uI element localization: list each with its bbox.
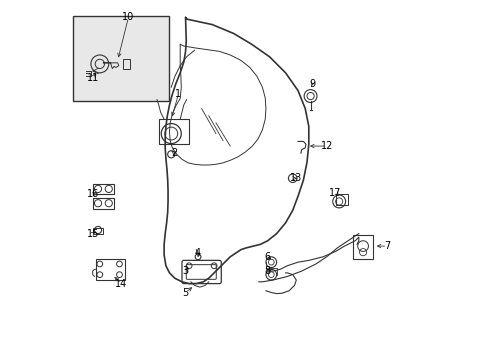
Text: 7: 7 xyxy=(384,241,390,251)
Text: 17: 17 xyxy=(329,188,341,198)
Text: 4: 4 xyxy=(195,248,201,258)
Bar xyxy=(123,59,130,69)
Text: 9: 9 xyxy=(309,78,315,89)
Text: 13: 13 xyxy=(289,173,302,183)
Text: 5: 5 xyxy=(182,288,188,297)
Text: 15: 15 xyxy=(86,229,99,239)
Text: 14: 14 xyxy=(115,279,127,289)
Bar xyxy=(335,194,347,205)
Text: 11: 11 xyxy=(86,73,99,83)
Text: 2: 2 xyxy=(171,148,178,158)
Bar xyxy=(93,198,114,208)
Text: 16: 16 xyxy=(86,189,99,199)
Bar xyxy=(353,235,372,258)
Bar xyxy=(159,119,189,144)
Bar xyxy=(93,228,103,234)
Bar xyxy=(96,258,124,280)
Bar xyxy=(93,184,114,194)
Text: 8: 8 xyxy=(264,266,270,276)
Text: 3: 3 xyxy=(182,266,188,276)
Text: 1: 1 xyxy=(175,89,181,99)
Bar xyxy=(73,16,169,102)
Text: 6: 6 xyxy=(264,252,270,262)
Text: 10: 10 xyxy=(122,13,134,22)
Text: 12: 12 xyxy=(320,141,332,151)
